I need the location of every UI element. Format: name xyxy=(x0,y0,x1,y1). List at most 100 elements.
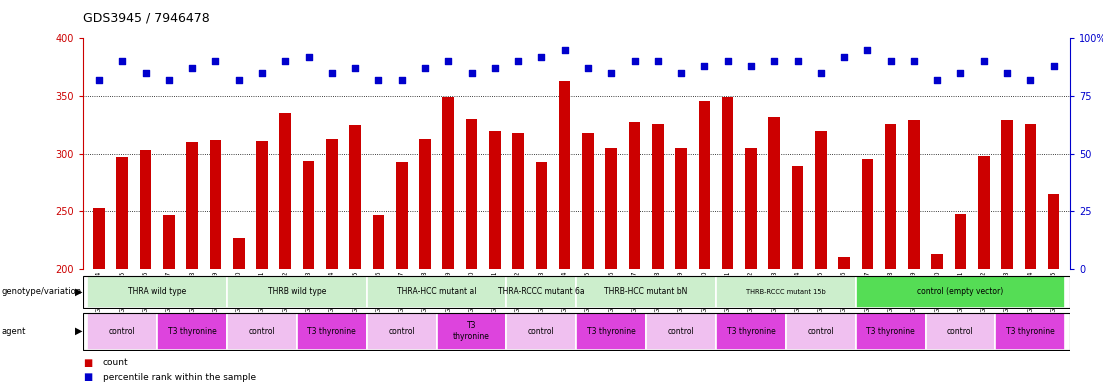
Point xyxy=(486,65,504,71)
Bar xyxy=(885,124,897,269)
Bar xyxy=(350,125,361,269)
Text: T3 thyronine: T3 thyronine xyxy=(1006,327,1054,336)
Bar xyxy=(140,150,151,269)
Bar xyxy=(856,313,925,350)
Point xyxy=(439,58,457,65)
Text: control: control xyxy=(528,327,555,336)
Point xyxy=(137,70,154,76)
Point xyxy=(835,54,853,60)
Text: count: count xyxy=(103,358,128,367)
Bar xyxy=(576,313,646,350)
Bar xyxy=(512,133,524,269)
Bar xyxy=(87,313,158,350)
Bar xyxy=(373,215,384,269)
Point xyxy=(114,58,131,65)
Bar xyxy=(559,81,570,269)
Text: agent: agent xyxy=(1,327,25,336)
Bar xyxy=(716,276,856,308)
Bar xyxy=(396,162,407,269)
Point xyxy=(625,58,643,65)
Point xyxy=(183,65,201,71)
Text: T3 thyronine: T3 thyronine xyxy=(727,327,775,336)
Bar xyxy=(652,124,664,269)
Text: T3 thyronine: T3 thyronine xyxy=(308,327,356,336)
Bar xyxy=(698,101,710,269)
Bar xyxy=(746,148,757,269)
Text: control: control xyxy=(248,327,276,336)
Bar xyxy=(419,139,431,269)
Text: T3
thyronine: T3 thyronine xyxy=(453,321,490,341)
Bar xyxy=(536,162,547,269)
Bar xyxy=(856,276,1065,308)
Point xyxy=(416,65,433,71)
Bar xyxy=(302,161,314,269)
Bar xyxy=(210,140,222,269)
Bar xyxy=(721,97,733,269)
Bar xyxy=(158,313,227,350)
Point xyxy=(579,65,597,71)
Point xyxy=(812,70,829,76)
Point xyxy=(463,70,481,76)
Bar xyxy=(93,208,105,269)
Point xyxy=(229,77,247,83)
Text: control: control xyxy=(388,327,415,336)
Bar xyxy=(297,313,367,350)
Point xyxy=(672,70,689,76)
Bar xyxy=(716,313,785,350)
Text: control (empty vector): control (empty vector) xyxy=(918,287,1004,296)
Text: ■: ■ xyxy=(83,372,92,382)
Bar xyxy=(925,313,995,350)
Point xyxy=(906,58,923,65)
Point xyxy=(858,47,876,53)
Text: THRB-RCCC mutant 15b: THRB-RCCC mutant 15b xyxy=(746,289,826,295)
Text: THRA-RCCC mutant 6a: THRA-RCCC mutant 6a xyxy=(499,287,585,296)
Bar xyxy=(576,276,716,308)
Point xyxy=(90,77,108,83)
Point xyxy=(952,70,970,76)
Point xyxy=(649,58,666,65)
Bar xyxy=(117,157,128,269)
Text: T3 thyronine: T3 thyronine xyxy=(168,327,216,336)
Bar xyxy=(506,313,577,350)
Text: ▶: ▶ xyxy=(75,326,83,336)
Point xyxy=(719,58,737,65)
Bar xyxy=(437,313,506,350)
Bar xyxy=(279,113,291,269)
Bar xyxy=(186,142,197,269)
Point xyxy=(254,70,271,76)
Bar xyxy=(606,148,617,269)
Bar xyxy=(1002,120,1013,269)
Bar xyxy=(838,257,850,269)
Text: THRA-HCC mutant al: THRA-HCC mutant al xyxy=(397,287,476,296)
Bar xyxy=(489,131,501,269)
Bar xyxy=(582,133,593,269)
Text: control: control xyxy=(947,327,974,336)
Point xyxy=(393,77,410,83)
Point xyxy=(1045,63,1062,69)
Text: THRB wild type: THRB wild type xyxy=(268,287,326,296)
Bar xyxy=(931,254,943,269)
Bar xyxy=(506,276,577,308)
Bar xyxy=(1025,124,1036,269)
Text: T3 thyronine: T3 thyronine xyxy=(866,327,915,336)
Point xyxy=(300,54,318,60)
Text: T3 thyronine: T3 thyronine xyxy=(587,327,635,336)
Text: genotype/variation: genotype/variation xyxy=(1,287,82,296)
Point xyxy=(533,54,550,60)
Point xyxy=(696,63,714,69)
Point xyxy=(765,58,783,65)
Text: ▶: ▶ xyxy=(75,287,83,297)
Point xyxy=(206,58,224,65)
Point xyxy=(556,47,574,53)
Bar xyxy=(442,97,454,269)
Point xyxy=(742,63,760,69)
Bar xyxy=(861,159,874,269)
Bar xyxy=(256,141,268,269)
Bar xyxy=(978,156,989,269)
Text: ■: ■ xyxy=(83,358,92,368)
Point xyxy=(323,70,341,76)
Bar xyxy=(815,131,826,269)
Bar xyxy=(163,215,174,269)
Point xyxy=(510,58,527,65)
Point xyxy=(975,58,993,65)
